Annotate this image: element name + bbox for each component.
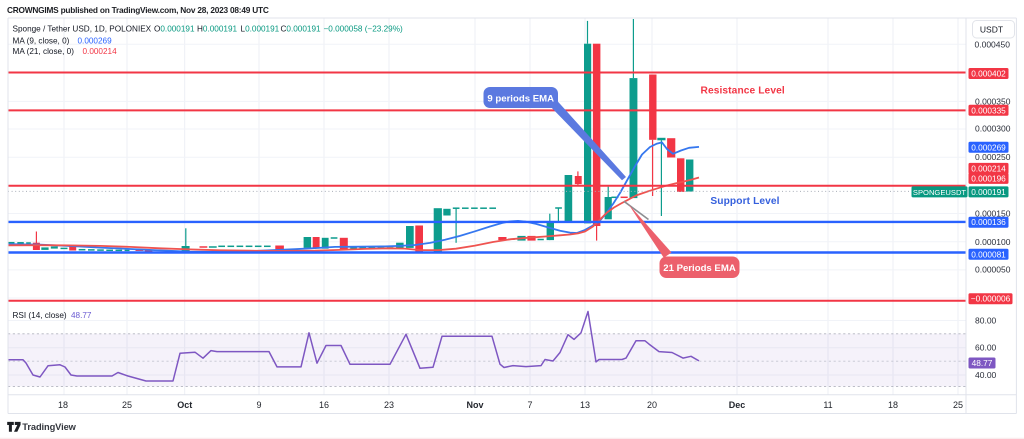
svg-text:Dec: Dec	[729, 400, 746, 410]
svg-text:25: 25	[122, 400, 132, 410]
svg-text:13: 13	[580, 400, 590, 410]
svg-text:SPONGEUSDT: SPONGEUSDT	[913, 188, 967, 197]
svg-text:0.000050: 0.000050	[975, 265, 1011, 275]
svg-text:USDT: USDT	[980, 25, 1003, 35]
svg-text:0.000214: 0.000214	[83, 47, 118, 56]
svg-text:Sponge / Tether USD, 1D, POLON: Sponge / Tether USD, 1D, POLONIEX	[13, 25, 152, 34]
svg-text:80.00: 80.00	[975, 316, 997, 326]
svg-text:L0.000191: L0.000191	[241, 25, 280, 34]
svg-text:18: 18	[888, 400, 898, 410]
svg-text:Resistance Level: Resistance Level	[701, 86, 785, 97]
svg-text:−0.000006: −0.000006	[971, 294, 1011, 304]
svg-text:25: 25	[953, 400, 963, 410]
svg-text:0.000300: 0.000300	[975, 124, 1011, 134]
svg-text:H0.000191: H0.000191	[197, 25, 238, 34]
svg-text:21 Periods EMA: 21 Periods EMA	[663, 263, 736, 274]
svg-text:7: 7	[527, 400, 532, 410]
svg-text:0.000269: 0.000269	[78, 37, 113, 46]
svg-text:TradingView: TradingView	[22, 422, 76, 432]
svg-text:0.000350: 0.000350	[975, 97, 1011, 107]
svg-text:−0.000058 (−23.29%): −0.000058 (−23.29%)	[324, 25, 403, 34]
svg-text:0.000136: 0.000136	[971, 217, 1006, 227]
svg-text:CROWNGIMS published on Trading: CROWNGIMS published on TradingView.com, …	[7, 5, 269, 15]
svg-text:0.000150: 0.000150	[975, 209, 1011, 219]
svg-text:Oct: Oct	[177, 400, 192, 410]
svg-text:16: 16	[319, 400, 329, 410]
svg-text:O0.000191: O0.000191	[154, 25, 195, 34]
svg-text:MA (9, close, 0): MA (9, close, 0)	[13, 37, 70, 46]
svg-text:0.000214: 0.000214	[971, 163, 1006, 173]
svg-text:0.000269: 0.000269	[971, 142, 1006, 152]
svg-text:MA (21, close, 0): MA (21, close, 0)	[13, 47, 75, 56]
svg-text:9: 9	[256, 400, 261, 410]
svg-text:0.000191: 0.000191	[971, 187, 1006, 197]
svg-text:RSI (14, close): RSI (14, close)	[13, 311, 67, 320]
svg-text:Nov: Nov	[466, 400, 483, 410]
svg-text:40.00: 40.00	[975, 370, 997, 380]
svg-text:0.000100: 0.000100	[975, 237, 1011, 247]
svg-text:23: 23	[384, 400, 394, 410]
svg-text:0.000081: 0.000081	[971, 249, 1006, 259]
svg-text:0.000335: 0.000335	[971, 105, 1006, 115]
svg-text:18: 18	[58, 400, 68, 410]
svg-text:0.000402: 0.000402	[971, 69, 1006, 79]
svg-text:Support Level: Support Level	[710, 196, 779, 207]
svg-text:11: 11	[823, 400, 832, 410]
svg-text:48.77: 48.77	[972, 358, 993, 368]
svg-text:48.77: 48.77	[71, 311, 92, 320]
svg-text:9 periods EMA: 9 periods EMA	[487, 94, 554, 105]
svg-text:0.000250: 0.000250	[975, 152, 1011, 162]
svg-text:0.000450: 0.000450	[975, 39, 1011, 49]
svg-text:20: 20	[647, 400, 657, 410]
svg-text:0.000196: 0.000196	[971, 173, 1006, 183]
svg-text:60.00: 60.00	[975, 343, 997, 353]
svg-text:C0.000191: C0.000191	[281, 25, 322, 34]
